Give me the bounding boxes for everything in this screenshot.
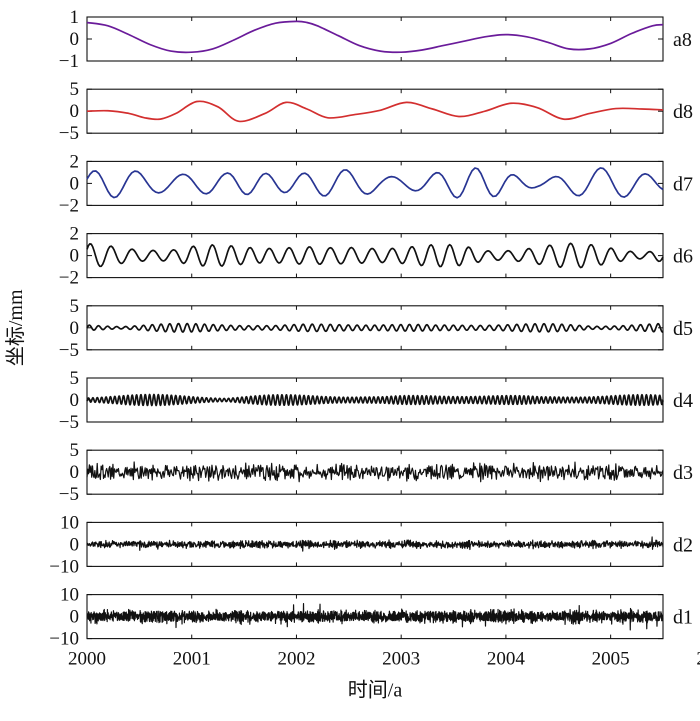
y-tick-label: 0 — [70, 246, 80, 267]
series-line-d7 — [86, 167, 664, 199]
y-tick-label: 2 — [70, 224, 80, 245]
series-label-d8: d8 — [673, 101, 693, 123]
subplot-d1: 100−10 d1 — [49, 585, 693, 650]
y-tick-label: 5 — [70, 440, 80, 461]
y-tick-label: 10 — [60, 585, 79, 606]
x-tick-label: 2001 — [173, 649, 211, 670]
series-line-d4 — [86, 393, 664, 407]
x-tick-label: 2006 — [696, 649, 700, 670]
x-axis-ticks: 2000 2001 2002 2003 2004 2005 2006 — [68, 649, 700, 670]
y-tick-label: 0 — [70, 29, 80, 50]
subplot-d5: 50−5 d5 — [59, 296, 693, 361]
y-tick-label: 10 — [60, 512, 79, 533]
series-label-d4: d4 — [673, 390, 693, 412]
series-line-d6 — [86, 242, 664, 269]
y-tick-label: −5 — [59, 123, 79, 144]
y-tick-label: −5 — [59, 484, 79, 505]
subplot-d7: 20−2 d7 — [59, 151, 693, 216]
y-tick-label: 0 — [70, 534, 80, 555]
series-line-d2 — [86, 536, 664, 552]
x-tick-label: 2002 — [277, 649, 315, 670]
y-tick-label: −5 — [59, 412, 79, 433]
y-tick-label: −1 — [59, 51, 79, 72]
y-tick-label: −5 — [59, 340, 79, 361]
series-line-a8 — [86, 20, 664, 54]
y-tick-label: 5 — [70, 368, 80, 389]
series-label-d2: d2 — [673, 534, 693, 556]
y-tick-label: 1 — [70, 7, 80, 28]
subplot-panels: 10−1a850−5d820−2d720−2d650−5d550−5d450−5… — [49, 7, 693, 650]
y-tick-label: 0 — [70, 607, 80, 628]
series-label-d3: d3 — [673, 462, 693, 484]
series-label-d7: d7 — [673, 173, 693, 195]
subplot-d6: 20−2 d6 — [59, 224, 693, 289]
x-axis-title: 时间/a — [348, 679, 403, 702]
series-label-d1: d1 — [673, 607, 693, 629]
series-line-d5 — [86, 322, 664, 333]
y-tick-label: 0 — [70, 462, 80, 483]
subplot-d2: 100−10 d2 — [49, 512, 693, 577]
x-tick-label: 2003 — [382, 649, 420, 670]
y-tick-label: 0 — [70, 318, 80, 339]
y-tick-label: −2 — [59, 195, 79, 216]
subplot-a8: 10−1 a8 — [59, 7, 692, 72]
y-tick-label: 0 — [70, 101, 80, 122]
subplot-d3: 50−5 d3 — [59, 440, 693, 505]
y-tick-label: −10 — [49, 556, 79, 577]
y-axis-title: 坐标/mm — [4, 289, 27, 366]
y-tick-label: 0 — [70, 173, 80, 194]
y-tick-label: −2 — [59, 268, 79, 289]
series-line-d1 — [86, 603, 664, 631]
x-tick-label: 2005 — [592, 649, 630, 670]
series-label-d5: d5 — [673, 318, 693, 340]
y-tick-label: 5 — [70, 296, 80, 317]
x-tick-label: 2000 — [68, 649, 106, 670]
subplot-d8: 50−5 d8 — [59, 79, 693, 144]
subplot-d4: 50−5 d4 — [59, 368, 693, 433]
series-label-d6: d6 — [673, 246, 693, 268]
y-tick-label: 5 — [70, 79, 80, 100]
subplot-frame-a8 — [86, 16, 664, 62]
y-tick-label: −10 — [49, 629, 79, 650]
x-tick-label: 2004 — [487, 649, 526, 670]
series-line-d8 — [86, 100, 664, 123]
y-tick-label: 2 — [70, 151, 80, 172]
series-label-a8: a8 — [673, 29, 692, 51]
series-line-d3 — [86, 461, 664, 483]
subplot-frame-d7 — [86, 160, 664, 206]
y-tick-label: 0 — [70, 390, 80, 411]
